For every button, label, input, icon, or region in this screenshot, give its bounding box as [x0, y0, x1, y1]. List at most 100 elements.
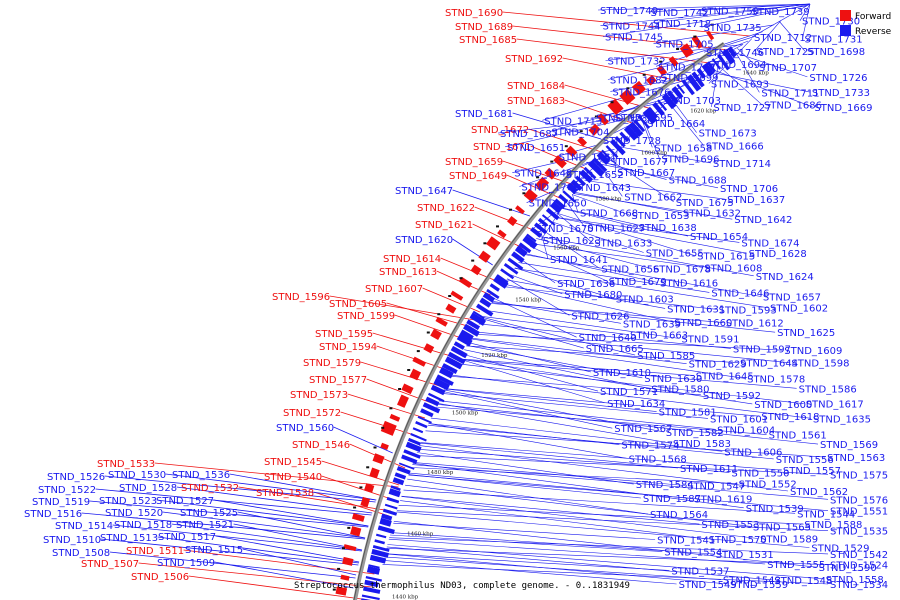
- reverse-gene: [394, 472, 407, 480]
- reverse-gene: [722, 48, 736, 65]
- reverse-connector: [419, 445, 789, 492]
- reverse-gene: [372, 545, 390, 552]
- reverse-gene: [422, 402, 441, 414]
- forward-gene-label: STND_1573: [290, 390, 348, 401]
- reverse-gene-label: STND_1696: [661, 154, 719, 165]
- reverse-gene-label: STND_1708: [521, 183, 579, 194]
- forward-gene-label: STND_1506: [131, 572, 189, 583]
- reverse-gene: [439, 366, 454, 379]
- reverse-gene-label: STND_1641: [550, 255, 608, 266]
- forward-gene-label: STND_1613: [379, 267, 437, 278]
- reverse-gene: [696, 67, 706, 79]
- reverse-connector: [560, 207, 689, 237]
- scale-label: 1580 kbp: [595, 196, 622, 202]
- forward-gene-label: STND_1622: [417, 203, 475, 214]
- forward-gene: [343, 544, 357, 552]
- feature-tick: [407, 369, 411, 371]
- reverse-gene-label: STND_1561: [769, 431, 827, 442]
- reverse-gene-label: STND_1728: [603, 136, 661, 147]
- feature-tick: [626, 87, 630, 90]
- reverse-gene-label: STND_1639: [623, 319, 681, 330]
- reverse-gene-label: STND_1733: [812, 88, 870, 99]
- reverse-gene: [652, 102, 665, 116]
- reverse-gene: [447, 351, 466, 365]
- reverse-gene: [476, 303, 494, 317]
- reverse-gene-label: STND_1676: [612, 87, 670, 98]
- reverse-gene-label: STND_1650: [529, 199, 587, 210]
- reverse-gene: [381, 513, 393, 521]
- reverse-connector: [156, 499, 369, 527]
- reverse-connector: [104, 475, 376, 503]
- reverse-connector: [597, 3, 811, 11]
- reverse-connector: [653, 24, 774, 44]
- reverse-gene-label: STND_1544: [797, 509, 855, 520]
- reverse-gene-label: STND_1550: [731, 469, 789, 480]
- reverse-gene-label: STND_1603: [616, 295, 674, 306]
- reverse-gene: [392, 477, 405, 486]
- reverse-gene-label: STND_1567: [614, 424, 672, 435]
- genome-ring: 1440 kbp 1460 kbp 1480 kbp 1500 kbp 1520 kbp…: [352, 42, 769, 600]
- reverse-connector: [670, 97, 697, 133]
- feature-tick: [579, 130, 583, 133]
- forward-gene-label: STND_1507: [81, 559, 139, 570]
- feature-tick: [536, 176, 540, 179]
- reverse-gene: [444, 356, 463, 370]
- reverse-gene: [691, 71, 705, 88]
- reverse-connector: [442, 393, 709, 419]
- reverse-connector: [383, 560, 677, 585]
- reverse-gene-label: STND_1597: [733, 344, 791, 355]
- reverse-gene: [412, 427, 424, 434]
- reverse-gene: [566, 182, 579, 195]
- reverse-gene-label: STND_1698: [807, 47, 865, 58]
- reverse-gene-label: STND_1536: [172, 470, 230, 481]
- reverse-gene: [436, 374, 454, 386]
- reverse-gene-label: STND_1681: [455, 109, 513, 120]
- reverse-gene: [401, 454, 418, 464]
- reverse-gene-label: STND_1570: [709, 535, 767, 546]
- reverse-connector: [549, 96, 673, 132]
- reverse-connector: [486, 310, 680, 339]
- reverse-gene: [363, 586, 381, 594]
- reverse-gene-label: STND_1686: [764, 101, 822, 112]
- forward-gene: [351, 513, 365, 522]
- forward-connector: [562, 57, 685, 83]
- forward-gene: [364, 483, 375, 493]
- reverse-gene: [450, 345, 468, 359]
- forward-connector: [138, 562, 372, 588]
- forward-gene: [423, 343, 435, 354]
- feature-tick: [550, 160, 554, 163]
- forward-gene-label: STND_1594: [319, 342, 377, 353]
- scale-label: 1540 kbp: [515, 298, 542, 304]
- reverse-gene: [661, 93, 677, 110]
- reverse-gene: [554, 198, 566, 210]
- reverse-gene-label: STND_1670: [536, 224, 594, 235]
- reverse-gene-label: STND_1508: [52, 548, 110, 559]
- forward-gene-label: STND_1532: [181, 483, 239, 494]
- forward-gene: [679, 43, 694, 58]
- reverse-connector: [412, 463, 744, 509]
- reverse-gene-label: STND_1563: [827, 453, 885, 464]
- reverse-connector: [81, 512, 365, 540]
- reverse-gene: [587, 160, 605, 177]
- reverse-gene-label: STND_1662: [624, 192, 682, 203]
- reverse-gene-label: STND_1552: [739, 480, 797, 491]
- reverse-gene-label: STND_1608: [704, 263, 762, 274]
- reverse-gene-label: STND_1560: [276, 423, 334, 434]
- forward-gene-label: STND_1692: [505, 54, 563, 65]
- reverse-gene: [666, 90, 679, 105]
- reverse-gene: [486, 288, 500, 299]
- reverse-gene: [386, 496, 400, 504]
- scale-label: 1480 kbp: [427, 470, 454, 476]
- reverse-gene: [642, 108, 658, 125]
- forward-gene-label: STND_1595: [315, 329, 373, 340]
- reverse-gene: [534, 222, 548, 235]
- reverse-gene-label: STND_1534: [830, 580, 888, 591]
- feature-tick: [610, 101, 614, 104]
- reverse-gene: [637, 115, 650, 129]
- reverse-gene: [526, 233, 537, 243]
- forward-connector: [329, 295, 476, 321]
- feature-tick: [342, 547, 345, 550]
- reverse-gene: [575, 175, 586, 187]
- forward-connector: [154, 462, 399, 488]
